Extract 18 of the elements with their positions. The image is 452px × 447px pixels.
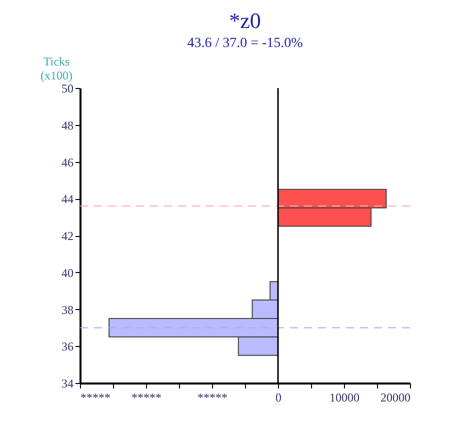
y-tick-label: 48	[62, 118, 74, 132]
x-tick-label: 10000	[330, 390, 360, 404]
chart-subtitle: 43.6 / 37.0 = -15.0%	[187, 36, 304, 51]
y-tick-label: 46	[62, 155, 74, 170]
x-tick-label: *****	[198, 390, 228, 404]
x-tick-label: 0	[276, 390, 282, 404]
x-tick-label: *****	[132, 390, 162, 404]
y-tick-label: 50	[62, 82, 74, 96]
y-tick-label: 36	[62, 340, 74, 354]
y-tick-label: 42	[62, 229, 74, 243]
y-tick-label: 44	[62, 192, 74, 206]
y-tick-label: 38	[62, 302, 74, 317]
y-tick-label: 40	[62, 266, 74, 280]
y-tick-label: 34	[62, 376, 74, 390]
x-tick-label: *****	[80, 390, 110, 404]
chart-title: *z0	[229, 8, 261, 33]
y-axis-title: Ticks (x100)	[40, 54, 72, 82]
x-tick-label: 20000	[380, 390, 410, 404]
